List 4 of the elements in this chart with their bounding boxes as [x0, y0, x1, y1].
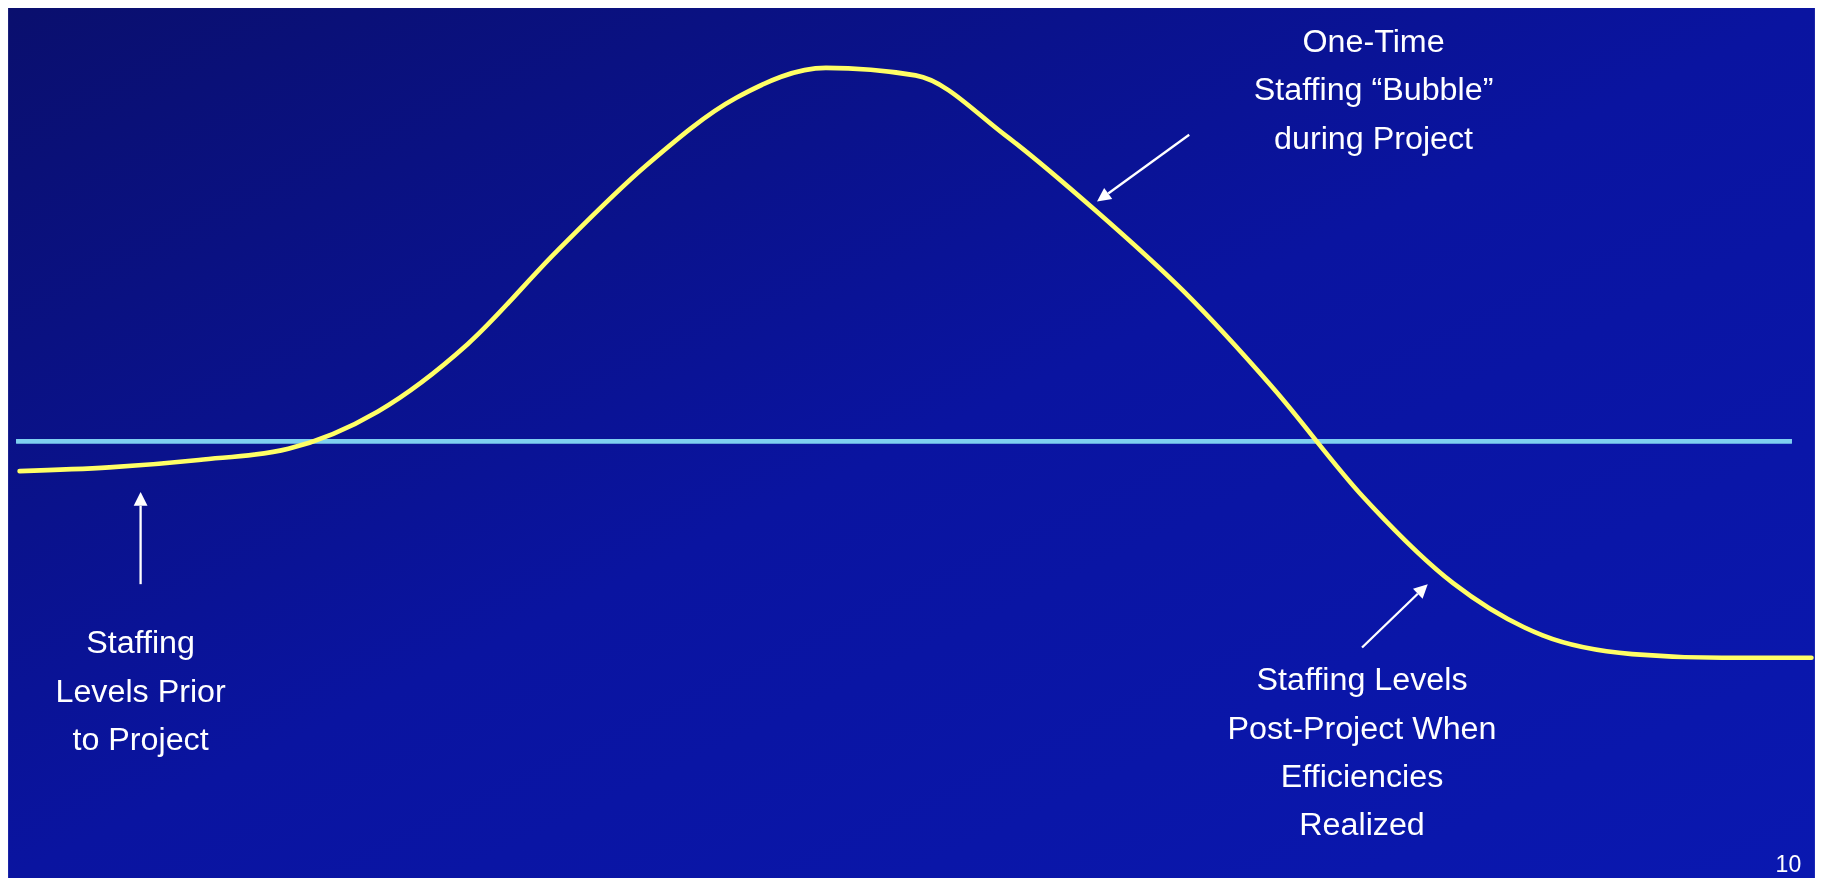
annotation: One-Time Staffing “Bubble” during Project: [1253, 22, 1494, 156]
annotation: Staffing Levels Prior to Project: [55, 624, 226, 758]
text: 10: [1775, 851, 1802, 878]
text: Staffing Levels Post-Project When Efficiencies Realized: [1227, 661, 1497, 843]
